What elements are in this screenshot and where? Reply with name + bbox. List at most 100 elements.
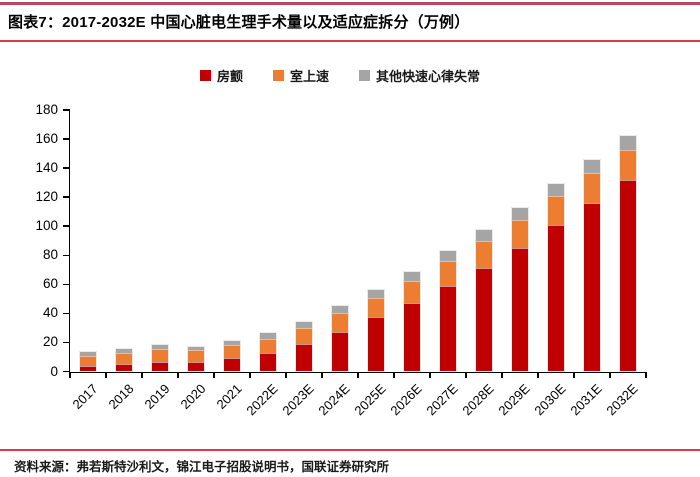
bar-segment-室上速 [583,172,601,204]
y-tick-mark [63,167,69,169]
x-axis-line [68,371,647,373]
x-tick-mark [429,373,431,378]
bar-segment-房颤 [79,365,97,373]
bar-segment-其他快速心律失常 [403,270,421,282]
x-tick-mark [573,373,575,378]
bar-segment-室上速 [475,240,493,269]
y-tick-mark [63,138,69,140]
legend-item-1: 室上速 [272,66,329,85]
y-tick-label: 60 [42,276,58,292]
legend-swatch-icon [272,70,284,81]
bar-segment-其他快速心律失常 [511,207,529,222]
y-tick-label: 80 [42,247,58,263]
y-tick-mark [63,370,69,373]
x-tick-mark [105,373,107,378]
legend-label: 室上速 [289,69,329,84]
y-tick-label: 40 [42,305,58,321]
bar-segment-室上速 [295,327,313,346]
y-axis-line [68,109,70,373]
y-tick-mark [63,109,69,111]
bar-segment-房颤 [619,179,637,373]
bar-segment-室上速 [151,347,169,363]
legend-label: 其他快速心律失常 [376,69,481,84]
legend-item-0: 房颤 [199,66,243,85]
bar-segment-室上速 [367,296,385,319]
bar-segment-其他快速心律失常 [187,346,205,352]
bar-segment-室上速 [403,279,421,305]
x-tick-mark [285,373,287,378]
x-tick-mark [393,373,395,378]
y-tick-label: 180 [35,102,58,117]
y-tick-mark [63,312,69,315]
y-tick-label: 140 [35,160,58,176]
bar-segment-其他快速心律失常 [475,229,493,243]
x-tick-mark [69,373,71,378]
y-tick-label: 120 [35,189,58,205]
bar-segment-其他快速心律失常 [583,159,601,175]
y-tick-label: 100 [35,218,58,234]
bar-segment-其他快速心律失常 [151,343,169,350]
bar-segment-其他快速心律失常 [295,321,313,330]
title-underline-rule [0,40,700,42]
bar-segment-室上速 [223,344,241,360]
bar-segment-房颤 [547,224,565,373]
legend-swatch-icon [199,70,211,81]
data-source-note: 资料来源：弗若斯特沙利文，锦江电子招股说明书，国联证券研究所 [14,460,390,474]
bar-segment-其他快速心律失常 [367,288,385,299]
bar-segment-房颤 [151,360,169,373]
bar-segment-房颤 [259,351,277,373]
bar-segment-其他快速心律失常 [223,339,241,347]
bar-segment-室上速 [187,349,205,364]
x-tick-mark [321,373,323,378]
top-red-rule [0,2,700,5]
bar-segment-室上速 [259,338,277,354]
y-tick-mark [63,225,69,227]
bar-segment-其他快速心律失常 [547,183,565,198]
bar-segment-其他快速心律失常 [79,350,97,357]
footer-red-rule [0,449,700,451]
y-tick-label: 0 [50,363,58,379]
bar-segment-房颤 [115,363,133,373]
bar-segment-房颤 [295,343,313,373]
bar-segment-房颤 [403,302,421,373]
bar-segment-室上速 [511,219,529,249]
figure-title: 图表7：2017-2032E 中国心脏电生理手术量以及适应症拆分（万例） [8,14,470,31]
x-tick-mark [501,373,503,378]
bar-segment-其他快速心律失常 [331,304,349,314]
y-tick-mark [63,196,69,198]
bar-segment-室上速 [115,351,133,366]
y-tick-label: 20 [42,334,58,350]
bar-segment-房颤 [331,330,349,373]
x-tick-mark [645,373,647,378]
bar-segment-房颤 [367,316,385,373]
x-tick-mark [249,373,251,378]
y-tick-mark [63,254,69,257]
chart-legend: 房颤 室上速 其他快速心律失常 [0,66,680,85]
bar-segment-房颤 [475,266,493,373]
bar-segment-其他快速心律失常 [619,135,637,151]
bar-segment-房颤 [223,357,241,373]
bar-segment-其他快速心律失常 [259,332,277,341]
bar-segment-房颤 [511,246,529,373]
bar-segment-其他快速心律失常 [439,250,457,263]
x-tick-mark [609,373,611,378]
bar-segment-房颤 [187,361,205,373]
legend-swatch-icon [359,70,370,81]
bar-segment-其他快速心律失常 [115,348,133,355]
y-tick-mark [63,283,69,286]
x-tick-mark [537,373,539,378]
x-tick-mark [177,373,179,378]
y-tick-mark [63,341,69,344]
bar-segment-室上速 [439,260,457,287]
bar-segment-房颤 [439,284,457,373]
bar-segment-室上速 [547,195,565,227]
legend-item-2: 其他快速心律失常 [359,66,480,85]
x-tick-mark [357,373,359,378]
legend-label: 房颤 [216,69,243,84]
bar-segment-房颤 [583,201,601,373]
y-tick-label: 160 [35,131,58,147]
x-tick-mark [465,373,467,378]
bar-segment-室上速 [79,354,97,368]
bar-segment-室上速 [331,311,349,333]
